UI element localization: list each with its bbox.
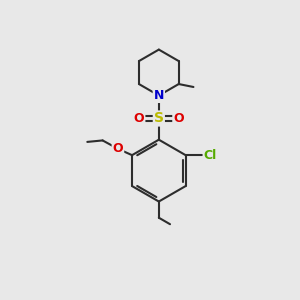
Text: N: N (154, 89, 164, 102)
Text: O: O (173, 112, 184, 125)
Text: Cl: Cl (204, 149, 217, 162)
Text: S: S (154, 112, 164, 125)
Text: O: O (112, 142, 123, 155)
Text: O: O (134, 112, 144, 125)
